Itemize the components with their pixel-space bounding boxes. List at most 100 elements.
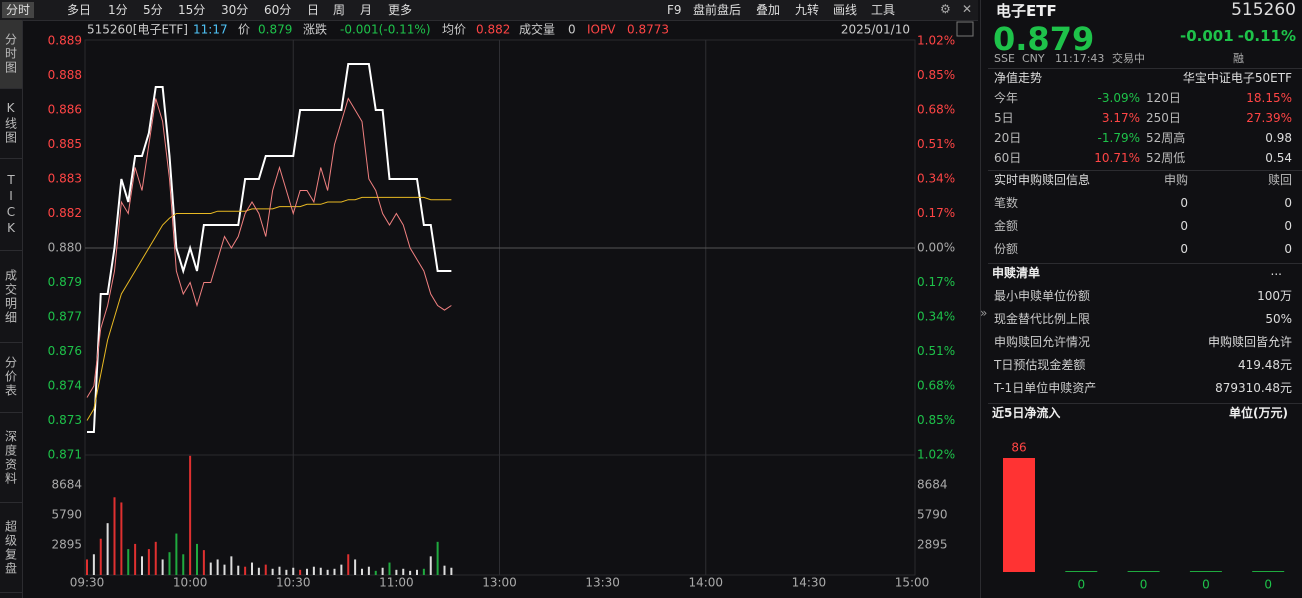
divider	[988, 68, 1302, 69]
toolbar-item[interactable]: 15分	[178, 3, 206, 17]
volume-bar	[326, 569, 329, 575]
volume-tick-label: 2895	[917, 537, 948, 551]
x-tick-label: 11:00	[379, 576, 414, 590]
volume-tick-label: 2895	[51, 537, 82, 551]
nav-value: 27.39%	[1246, 111, 1292, 125]
y2-tick-label: 0.17%	[917, 206, 955, 220]
wp-icon	[956, 21, 974, 37]
side-tabs: 分时图 K线图 TICK 成交明细 分价表 深度资料 超级复盘	[0, 20, 23, 598]
toolbar-item[interactable]: 盘前盘后	[693, 3, 742, 17]
y-tick-label: 0.880	[48, 241, 82, 255]
inflow-value: 0	[1202, 578, 1210, 592]
nav-label: 20日	[994, 131, 1022, 145]
toolbar-item[interactable]: 5分	[143, 3, 163, 17]
more-button[interactable]: ...	[1270, 264, 1282, 278]
volume-bar	[299, 569, 302, 575]
volume-bar	[106, 523, 109, 575]
side-tab[interactable]: 分时图	[0, 20, 22, 89]
volume-bar	[86, 559, 88, 575]
header-field: 0.879	[258, 23, 292, 37]
toolbar-item[interactable]: 画线	[833, 3, 858, 17]
row-value: 0	[1180, 219, 1188, 233]
close-icon[interactable]: ✕	[962, 2, 973, 16]
section-title: 近5日净流入	[992, 406, 1061, 420]
toolbar-item[interactable]: 多日	[67, 3, 92, 17]
y2-tick-label: 0.51%	[917, 344, 955, 358]
toolbar-item[interactable]: 30分	[221, 3, 249, 17]
toolbar-item[interactable]: 更多	[388, 3, 413, 17]
volume-bar	[92, 554, 95, 575]
y-tick-label: 0.885	[48, 137, 82, 151]
volume-bar	[209, 562, 212, 575]
nav-label: 52周低	[1146, 151, 1186, 165]
unit-label: 单位(万元)	[1229, 406, 1288, 420]
quote-meta: 交易中	[1112, 52, 1145, 65]
y2-tick-label: 0.68%	[917, 103, 955, 117]
x-tick-label: 13:00	[482, 576, 517, 590]
header-date: 2025/01/10	[841, 23, 910, 37]
toolbar-item[interactable]: 分时	[2, 2, 35, 18]
volume-bar	[443, 565, 446, 575]
y2-tick-label: 0.34%	[917, 172, 955, 186]
header-field: 515260[电子ETF]	[87, 23, 188, 37]
row-value: 0	[1180, 242, 1188, 256]
side-tab[interactable]: 成交明细	[0, 252, 22, 343]
inflow-bar	[1003, 458, 1035, 572]
toolbar-item[interactable]: 九转	[795, 3, 820, 17]
header-field: 0.8773	[627, 23, 669, 37]
side-tab[interactable]: TICK	[0, 160, 22, 251]
side-tab[interactable]: 分价表	[0, 342, 22, 413]
y-tick-label: 0.874	[48, 379, 82, 393]
side-tab[interactable]: K线图	[0, 88, 22, 159]
quote-panel	[980, 0, 1302, 598]
header-field: -0.001(-0.11%)	[340, 23, 431, 37]
toolbar-item[interactable]: 叠加	[756, 3, 781, 17]
row-value: 100万	[1257, 289, 1292, 303]
collapse-arrow[interactable]: »	[980, 306, 988, 320]
row-value: 0	[1180, 196, 1188, 210]
header-field: 涨跌	[303, 22, 327, 37]
volume-bar	[374, 570, 377, 575]
volume-bar	[113, 497, 116, 575]
side-tab[interactable]: 深度资料	[0, 414, 22, 503]
y2-tick-label: 0.51%	[917, 137, 955, 151]
volume-bar	[134, 543, 137, 575]
y2-tick-label: 0.00%	[917, 241, 955, 255]
series-line	[86, 97, 452, 398]
nav-label: 60日	[994, 151, 1022, 165]
net-inflow-chart: 86 0 0 0 0	[1003, 441, 1285, 592]
side-tab[interactable]: 超级复盘	[0, 504, 22, 593]
row-label: 申购赎回允许情况	[994, 335, 1091, 349]
x-tick-label: 15:00	[895, 576, 930, 590]
x-tick-label: 14:00	[688, 576, 723, 590]
toolbar-item[interactable]: 工具	[871, 3, 896, 17]
nav-label: 5日	[994, 111, 1014, 125]
row-label: T日预估现金差额	[994, 358, 1086, 372]
nav-label: 250日	[1146, 111, 1181, 125]
inflow-value: 86	[1011, 441, 1026, 455]
x-tick-label: 09:30	[70, 576, 105, 590]
row-value: 申购赎回皆允许	[1207, 335, 1292, 349]
nav-value: -1.79%	[1097, 131, 1140, 145]
volume-bar	[223, 564, 226, 575]
toolbar-item[interactable]: F9	[667, 3, 682, 17]
column-header: 赎回	[1267, 173, 1292, 187]
toolbar-item[interactable]: 60分	[264, 3, 292, 17]
settings-icon[interactable]: ⚙	[940, 2, 951, 16]
volume-bar	[202, 550, 205, 575]
y-tick-label: 0.882	[48, 206, 82, 220]
x-tick-label: 10:30	[276, 576, 311, 590]
quote-meta: SSE	[994, 52, 1015, 65]
header-field: 成交量	[519, 22, 555, 37]
toolbar-item[interactable]: 周	[333, 3, 346, 17]
nav-label: 今年	[994, 91, 1019, 105]
y-tick-label: 0.879	[48, 275, 82, 289]
volume-bar	[189, 455, 192, 575]
toolbar-item[interactable]: 月	[360, 3, 373, 17]
toolbar-item[interactable]: 日	[307, 3, 320, 17]
y2-tick-label: 0.85%	[917, 413, 955, 427]
inflow-value: 0	[1077, 578, 1085, 592]
volume-bar	[319, 567, 322, 575]
volume-tick-label: 8684	[917, 478, 948, 492]
toolbar-item[interactable]: 1分	[108, 3, 128, 17]
